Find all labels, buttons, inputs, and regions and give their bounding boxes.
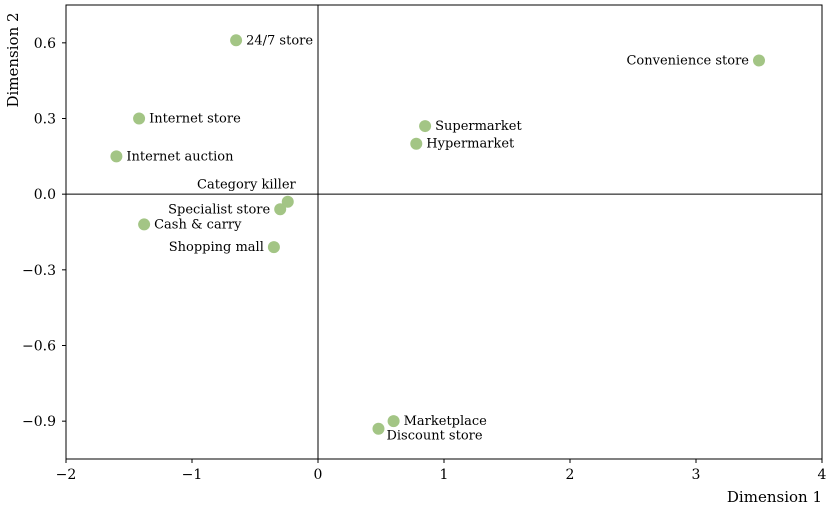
x-tick-label: 0 bbox=[314, 467, 323, 483]
data-point: Marketplace bbox=[387, 414, 488, 429]
data-point: Discount store bbox=[372, 422, 483, 444]
point-label: Convenience store bbox=[626, 53, 749, 68]
x-axis-title: Dimension 1 bbox=[727, 488, 822, 506]
x-tick-label: 2 bbox=[566, 467, 575, 483]
data-point: 24/7 store bbox=[230, 33, 313, 48]
point-marker bbox=[133, 112, 146, 125]
y-tick-label: 0.3 bbox=[34, 112, 56, 128]
point-marker bbox=[281, 195, 294, 208]
point-label: Supermarket bbox=[435, 119, 522, 134]
point-label: Specialist store bbox=[168, 202, 270, 217]
point-marker bbox=[138, 218, 151, 231]
data-point: Shopping mall bbox=[169, 240, 280, 255]
point-label: Internet store bbox=[149, 112, 241, 127]
point-label: Discount store bbox=[386, 429, 482, 444]
point-marker bbox=[274, 203, 287, 216]
x-tick-label: 1 bbox=[440, 467, 449, 483]
point-label: Cash & carry bbox=[154, 217, 242, 232]
data-point: Convenience store bbox=[626, 53, 765, 68]
point-label: 24/7 store bbox=[246, 33, 313, 48]
point-label: Internet auction bbox=[126, 149, 234, 164]
point-marker bbox=[230, 34, 243, 47]
point-marker bbox=[410, 137, 423, 150]
point-marker bbox=[387, 415, 400, 428]
x-tick-label: −2 bbox=[56, 467, 77, 483]
x-axis-ticks: −2 −1 0 1 2 3 4 bbox=[56, 459, 827, 483]
data-point: Internet store bbox=[133, 112, 241, 127]
y-tick-label: 0.0 bbox=[34, 187, 56, 203]
point-marker bbox=[372, 422, 385, 435]
y-axis-ticks: −0.9 −0.6 −0.3 0.0 0.3 0.6 bbox=[22, 36, 66, 430]
x-tick-label: 3 bbox=[692, 467, 701, 483]
data-point: Hypermarket bbox=[410, 137, 515, 152]
data-point: Supermarket bbox=[419, 119, 522, 134]
point-label: Shopping mall bbox=[169, 240, 264, 255]
data-point: Category killer bbox=[197, 178, 297, 208]
point-marker bbox=[753, 54, 765, 67]
y-axis-title: Dimension 2 bbox=[4, 12, 22, 107]
y-tick-label: −0.6 bbox=[22, 339, 56, 355]
x-tick-label: 4 bbox=[818, 467, 827, 483]
data-point: Internet auction bbox=[110, 149, 234, 164]
y-tick-label: −0.9 bbox=[22, 414, 56, 430]
point-label: Category killer bbox=[197, 178, 296, 193]
data-points: 24/7 store Internet store Internet auction… bbox=[110, 33, 765, 444]
data-point: Specialist store bbox=[168, 202, 287, 217]
y-tick-label: 0.6 bbox=[34, 36, 56, 52]
point-label: Hypermarket bbox=[426, 137, 515, 152]
y-tick-label: −0.3 bbox=[22, 263, 56, 279]
point-marker bbox=[110, 150, 123, 163]
x-tick-label: −1 bbox=[182, 467, 203, 483]
point-marker bbox=[267, 241, 280, 254]
point-label: Marketplace bbox=[404, 414, 488, 429]
data-point: Cash & carry bbox=[138, 217, 242, 232]
point-marker bbox=[419, 120, 432, 133]
